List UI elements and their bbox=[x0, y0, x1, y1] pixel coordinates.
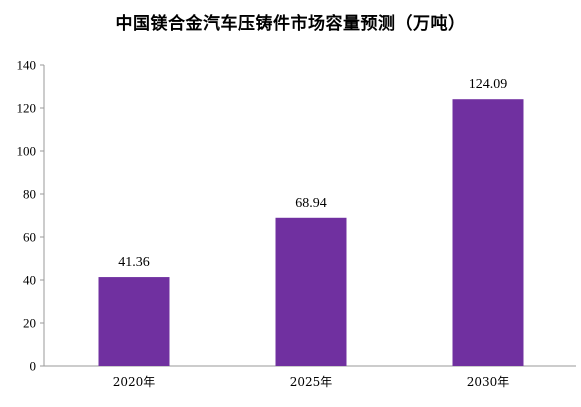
x-tick-label: 2025年 bbox=[290, 375, 333, 389]
y-tick-label: 0 bbox=[30, 359, 37, 374]
chart-title: 中国镁合金汽车压铸件市场容量预测（万吨） bbox=[115, 14, 466, 34]
y-tick-label: 20 bbox=[23, 316, 36, 331]
bar bbox=[98, 277, 170, 366]
y-tick-label: 100 bbox=[17, 144, 37, 159]
y-tick-label: 40 bbox=[23, 273, 36, 288]
data-label: 124.09 bbox=[469, 77, 508, 92]
data-label: 68.94 bbox=[295, 196, 327, 211]
bar bbox=[452, 99, 524, 367]
data-label: 41.36 bbox=[118, 255, 150, 270]
y-tick-label: 60 bbox=[23, 230, 36, 245]
y-tick-label: 140 bbox=[17, 58, 37, 73]
y-tick-label: 80 bbox=[23, 187, 36, 202]
x-tick-label: 2030年 bbox=[467, 375, 510, 389]
x-tick-label: 2020年 bbox=[113, 375, 156, 389]
y-tick-label: 120 bbox=[17, 101, 37, 116]
bar bbox=[275, 217, 347, 366]
